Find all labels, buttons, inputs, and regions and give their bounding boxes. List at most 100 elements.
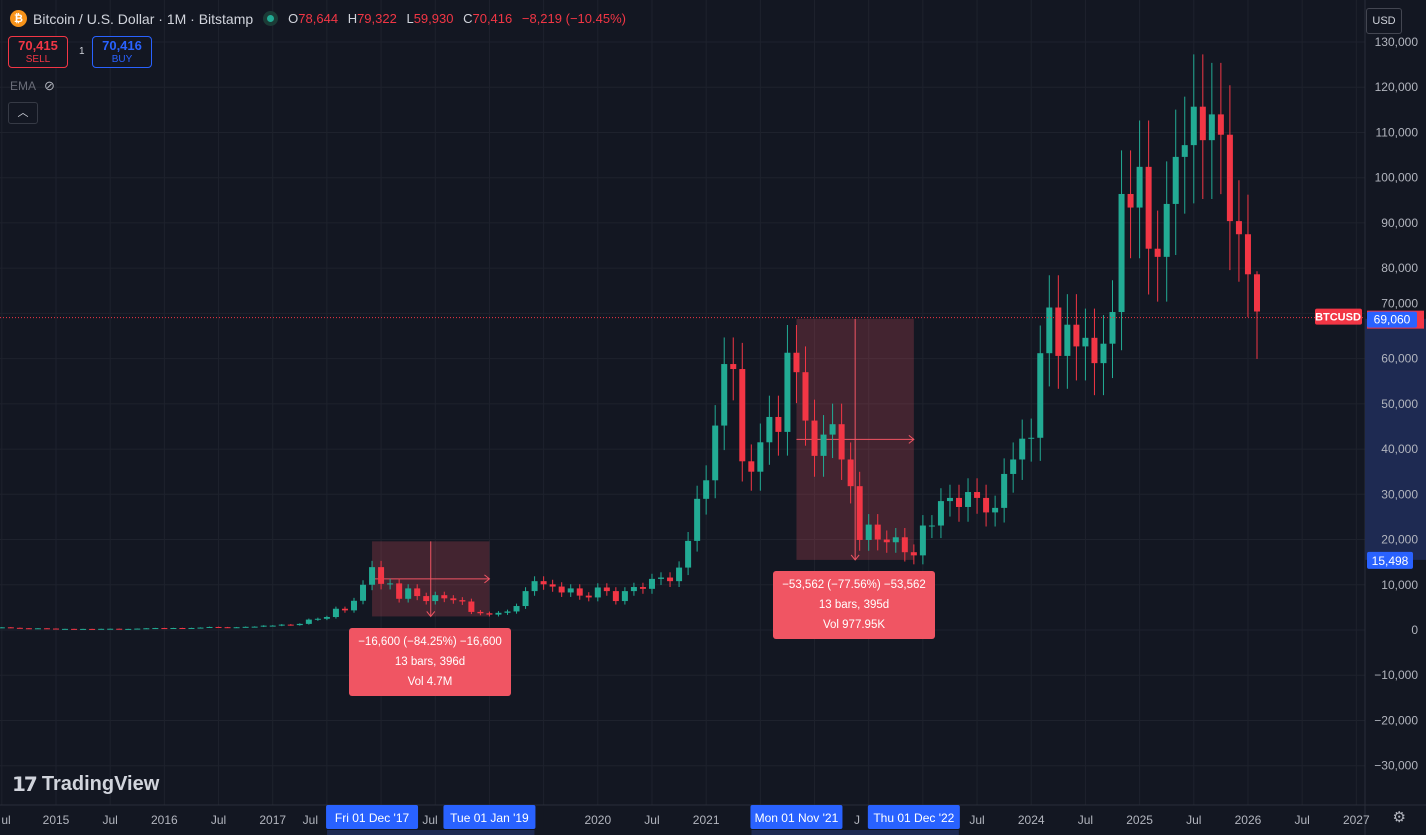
candle: [694, 485, 701, 552]
time-tick: 2025: [1126, 813, 1153, 827]
time-tick: Jul: [211, 813, 226, 827]
tradingview-logo[interactable]: 𝟭𝟳 TradingView: [12, 773, 160, 796]
candle-body: [350, 600, 357, 611]
price-tick: 130,000: [1375, 35, 1419, 49]
candle: [314, 617, 321, 621]
candle: [215, 626, 222, 628]
sell-button[interactable]: 70,415 SELL: [8, 36, 68, 68]
candle: [585, 592, 592, 602]
candle-body: [874, 524, 881, 540]
buy-button[interactable]: 70,416 BUY: [92, 36, 152, 68]
time-range-label: [750, 805, 843, 829]
candle-body: [946, 497, 953, 502]
candle: [296, 623, 303, 626]
candle-body: [558, 586, 565, 593]
candle: [1073, 294, 1080, 381]
price-tick: 70,000: [1381, 297, 1418, 311]
candle: [648, 573, 655, 594]
symbol-title[interactable]: Bitcoin / U.S. Dollar · 1M · Bitstamp: [33, 10, 254, 27]
candle: [1064, 294, 1071, 389]
candle-body: [901, 537, 908, 553]
candle-body: [197, 627, 204, 629]
candle: [423, 592, 430, 605]
candle: [432, 591, 439, 605]
candle: [224, 626, 231, 629]
candle-body: [667, 577, 674, 582]
candle: [965, 478, 972, 522]
candle-body: [116, 628, 123, 630]
candle: [16, 627, 23, 629]
candle: [1217, 62, 1224, 195]
candle-body: [305, 619, 312, 624]
candle-body: [1100, 343, 1107, 364]
candle-body: [89, 628, 96, 630]
candle: [206, 626, 213, 628]
time-tick: 2024: [1018, 813, 1045, 827]
time-tick: Jul: [1186, 813, 1201, 827]
currency-selector[interactable]: USD: [1366, 8, 1402, 34]
candle-body: [233, 627, 240, 629]
candle: [919, 515, 926, 565]
candle: [802, 346, 809, 446]
candle-body: [658, 577, 665, 579]
candle: [34, 628, 41, 630]
candle-body: [134, 628, 141, 630]
candle: [1163, 161, 1170, 302]
candle-body: [766, 416, 773, 443]
candle-body: [152, 628, 159, 630]
chevron-up-icon[interactable]: ︿: [8, 102, 38, 124]
candle: [829, 403, 836, 459]
candle-body: [107, 628, 114, 630]
candle: [558, 582, 565, 597]
candle-body: [477, 611, 484, 614]
candle: [116, 628, 123, 630]
candle-body: [170, 628, 177, 630]
candle: [1127, 150, 1134, 259]
candle-body: [992, 507, 999, 513]
candle-body: [639, 587, 646, 589]
candle-body: [721, 364, 728, 426]
candle-body: [161, 628, 168, 630]
candle-body: [784, 352, 791, 432]
candle: [865, 514, 872, 551]
ema-indicator-label[interactable]: EMA: [10, 79, 37, 93]
time-tick: J: [854, 813, 860, 827]
quantity[interactable]: 1: [79, 46, 85, 57]
candle: [1244, 194, 1251, 317]
candle-body: [730, 364, 737, 370]
candle-body: [937, 501, 944, 526]
time-tick: Jul: [644, 813, 659, 827]
candle-body: [360, 584, 367, 601]
time-tick: 2026: [1235, 813, 1262, 827]
candle: [1046, 275, 1053, 387]
symbol-header: ₿ Bitcoin / U.S. Dollar · 1M · Bitstamp …: [10, 10, 632, 27]
candle: [62, 628, 69, 630]
candle-body: [1082, 337, 1089, 347]
candle-body: [16, 627, 23, 629]
candle-body: [513, 606, 520, 612]
settings-gear-icon[interactable]: ⚙: [1392, 809, 1406, 826]
candle: [459, 597, 466, 605]
candle: [513, 603, 520, 614]
candle-body: [883, 539, 890, 543]
candle-body: [540, 581, 547, 585]
eye-off-icon[interactable]: ⊘: [44, 78, 55, 93]
candle: [7, 627, 14, 629]
candle: [1190, 54, 1197, 204]
candle: [107, 628, 114, 630]
candle-body: [206, 626, 213, 628]
time-tick: Jul: [422, 813, 437, 827]
candle-body: [332, 608, 339, 618]
candle-body: [468, 601, 475, 612]
candle-body: [676, 567, 683, 582]
candle: [332, 606, 339, 619]
candle-body: [974, 492, 981, 498]
candle: [937, 488, 944, 539]
candle: [504, 609, 511, 615]
candle: [766, 395, 773, 465]
candle: [161, 627, 168, 630]
candle: [928, 515, 935, 539]
candle-body: [260, 625, 267, 627]
candle: [414, 584, 421, 601]
